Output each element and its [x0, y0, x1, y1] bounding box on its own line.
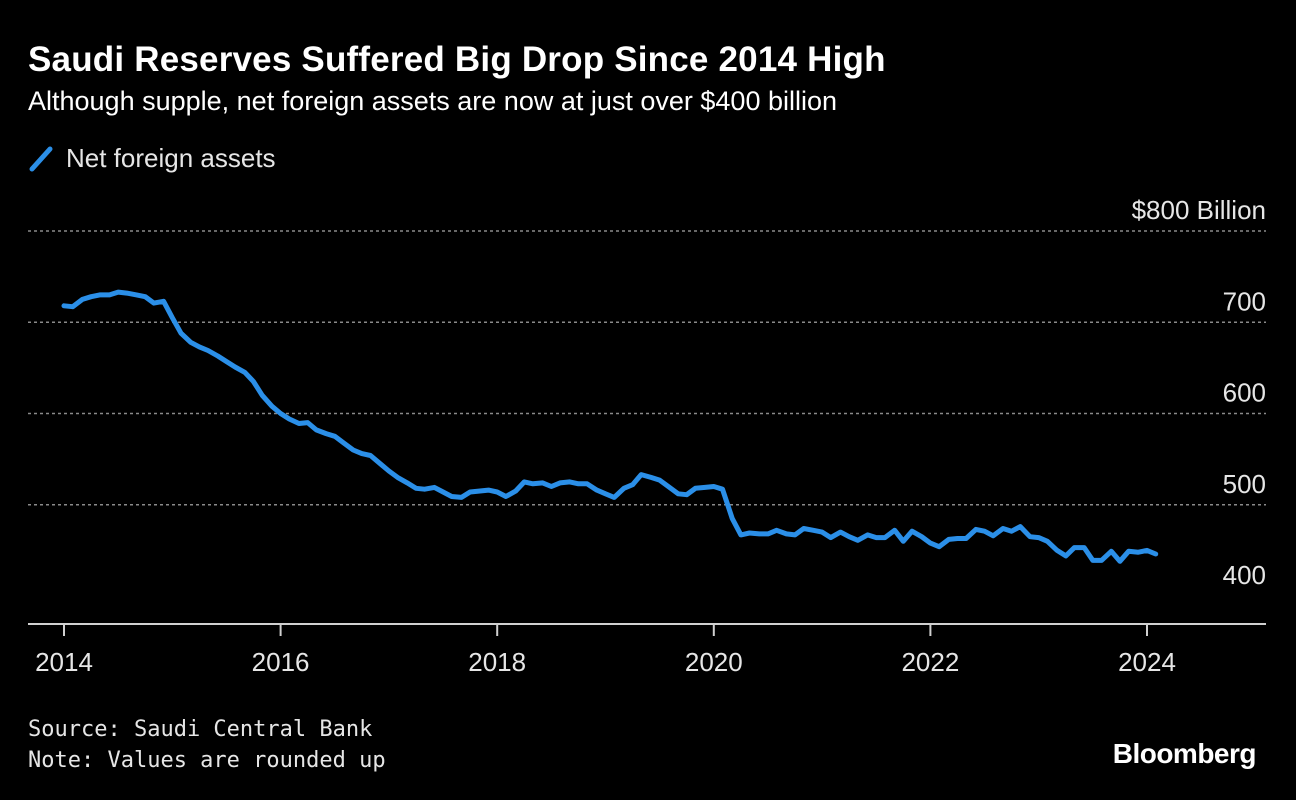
bloomberg-logo: Bloomberg	[1112, 738, 1257, 769]
series-line-net-foreign-assets	[61, 289, 1159, 564]
x-tick-label-2022: 2022	[901, 647, 959, 677]
x-tick-label-2018: 2018	[468, 647, 526, 677]
x-tick-label-2014: 2014	[35, 647, 93, 677]
chart-title: Saudi Reserves Suffered Big Drop Since 2…	[28, 40, 886, 79]
y-tick-label-600: 600	[1223, 378, 1266, 408]
gridlines	[28, 230, 1266, 506]
y-axis-labels: 400 500 600 700 $800 Billion	[1132, 195, 1266, 590]
x-axis: 2014 2016 2018 2020 2022 2024	[28, 623, 1266, 677]
series-layer	[61, 289, 1159, 564]
legend-line-icon	[29, 146, 53, 171]
x-tick-label-2020: 2020	[685, 647, 743, 677]
y-tick-label-800: $800 Billion	[1132, 195, 1266, 225]
line-chart: 400 500 600 700 $800 Billion 2014 2016 2018 202…	[28, 195, 1266, 677]
legend: Net foreign assets	[28, 143, 276, 174]
x-tick-label-2024: 2024	[1118, 647, 1176, 677]
y-tick-label-400: 400	[1223, 560, 1266, 590]
chart-subtitle: Although supple, net foreign assets are …	[28, 86, 838, 116]
legend-label: Net foreign assets	[66, 143, 276, 173]
values-note: Note: Values are rounded up	[28, 748, 386, 773]
source-note: Source: Saudi Central Bank	[28, 717, 373, 742]
y-tick-label-700: 700	[1223, 286, 1266, 316]
y-tick-label-500: 500	[1223, 469, 1266, 499]
x-tick-label-2016: 2016	[252, 647, 310, 677]
